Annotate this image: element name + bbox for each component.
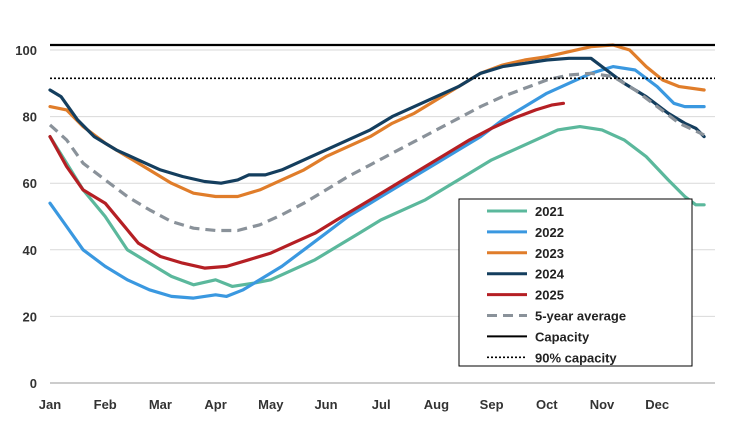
legend: 2021 2022 2023 2024 2025 5-year average Capaci… bbox=[458, 198, 693, 367]
y-tick-label: 40 bbox=[23, 243, 37, 258]
y-tick-label: 80 bbox=[23, 110, 37, 125]
legend-label-2024: 2024 bbox=[535, 267, 565, 282]
x-tick-label: Mar bbox=[149, 397, 172, 412]
legend-label-5-year-average: 5-year average bbox=[535, 309, 626, 324]
reference-lines bbox=[50, 43, 715, 80]
x-tick-label: Nov bbox=[590, 397, 615, 412]
x-axis-tick-labels: Jan Feb Mar Apr May Jun Jul Aug Sep Oct Nov Dec bbox=[39, 397, 669, 412]
y-tick-label: 20 bbox=[23, 309, 37, 324]
x-tick-label: Apr bbox=[204, 397, 226, 412]
legend-label-2023: 2023 bbox=[535, 246, 564, 261]
x-tick-label: Sep bbox=[480, 397, 504, 412]
y-tick-label: 60 bbox=[23, 176, 37, 191]
y-axis-tick-labels: 0 20 40 60 80 100 bbox=[15, 43, 37, 391]
x-tick-label: Aug bbox=[424, 397, 449, 412]
series-line-5-year-average bbox=[48, 71, 705, 233]
x-tick-label: Feb bbox=[94, 397, 117, 412]
legend-label-2021: 2021 bbox=[535, 204, 564, 219]
legend-label-2022: 2022 bbox=[535, 225, 564, 240]
series-line-2025 bbox=[48, 101, 565, 270]
x-tick-label: Jun bbox=[314, 397, 337, 412]
legend-box bbox=[458, 198, 693, 367]
x-tick-label: Jul bbox=[372, 397, 391, 412]
legend-label-capacity: Capacity bbox=[535, 329, 590, 344]
legend-label-2025: 2025 bbox=[535, 288, 564, 303]
y-tick-label: 100 bbox=[15, 43, 37, 58]
x-tick-label: May bbox=[258, 397, 284, 412]
legend-label-90-capacity: 90% capacity bbox=[535, 350, 617, 365]
y-tick-label: 0 bbox=[30, 376, 37, 391]
x-tick-label: Oct bbox=[536, 397, 558, 412]
x-tick-label: Jan bbox=[39, 397, 61, 412]
x-tick-label: Dec bbox=[645, 397, 669, 412]
series-line-2024 bbox=[48, 56, 706, 185]
series-line-2021 bbox=[48, 125, 706, 288]
